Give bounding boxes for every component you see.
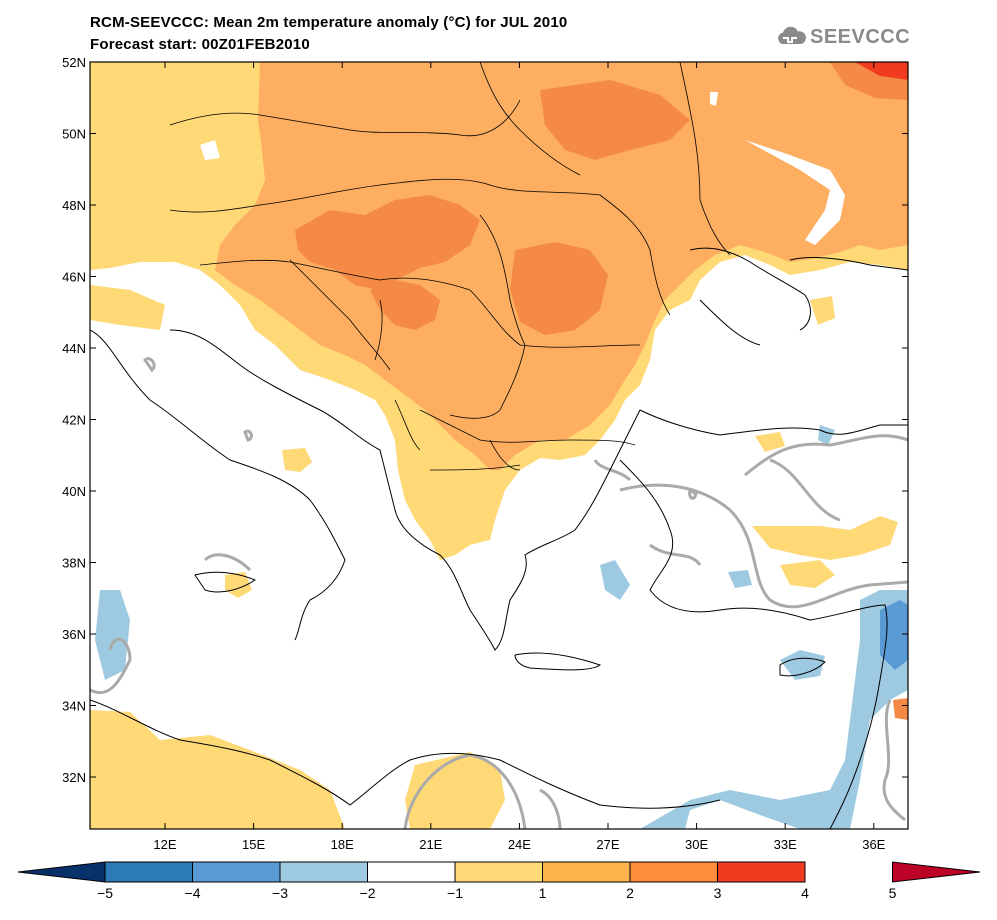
colorbar-segment	[367, 861, 456, 883]
chart-title: RCM-SEEVCCC: Mean 2m temperature anomaly…	[90, 14, 568, 31]
anomaly-3-4-levant	[893, 698, 908, 720]
colorbar-segment	[717, 861, 806, 883]
logo-text: SEEVCCC	[810, 25, 911, 48]
colorbar-label: 2	[626, 885, 634, 901]
colorbar-segment	[542, 861, 631, 883]
colorbar-label: −2	[360, 885, 376, 901]
x-tick-label: 36E	[862, 837, 885, 852]
colorbar-label: 1	[539, 885, 547, 901]
colorbar-segment	[192, 861, 281, 883]
colorbar-segment	[104, 861, 193, 883]
map-frame	[89, 61, 909, 830]
country-borders	[169, 62, 731, 471]
forecast-start-label: Forecast start: 00Z01FEB2010	[90, 36, 310, 53]
colorbar-label: −3	[272, 885, 288, 901]
white-spot-1	[200, 140, 220, 160]
colorbar-label: −4	[185, 885, 201, 901]
map-area	[90, 62, 908, 829]
anomaly-1-2-italy	[282, 448, 312, 472]
colorbar-segment	[454, 861, 543, 883]
y-tick-label: 38N	[62, 556, 86, 571]
zero-contours	[90, 357, 908, 829]
colorbar-label: 3	[714, 885, 722, 901]
y-tick-label: 44N	[62, 341, 86, 356]
x-tick-label: 24E	[508, 837, 531, 852]
x-tick-label: 33E	[774, 837, 797, 852]
anomaly-4-5-ne	[855, 62, 908, 80]
colorbar-label: −1	[447, 885, 463, 901]
colorbar-label: 5	[889, 885, 897, 901]
coastlines	[90, 247, 908, 829]
x-tick-label: 15E	[242, 837, 265, 852]
cloud-icon	[778, 26, 806, 44]
anomaly-3-4-romania	[510, 242, 608, 335]
white-spot-2	[745, 140, 845, 245]
anomaly-1-2-anatolia-1	[752, 516, 898, 560]
colorbar-label: 4	[801, 885, 809, 901]
cold-anomaly-tunisia	[95, 590, 130, 680]
anomaly-1-2-anatolia-3	[755, 432, 785, 452]
y-tick-label: 34N	[62, 699, 86, 714]
x-tick-label: 27E	[596, 837, 619, 852]
anomaly-3-4-balkans	[370, 280, 440, 330]
seevccc-logo: SEEVCCC	[776, 24, 910, 50]
anomaly-3-4-hungary	[295, 195, 480, 290]
y-tick-label: 42N	[62, 413, 86, 428]
x-tick-label: 18E	[331, 837, 354, 852]
anomaly-3-4-ukraine	[540, 80, 690, 160]
cold-anomaly-turkey-1	[728, 570, 752, 588]
white-spot-3	[710, 92, 718, 106]
y-tick-label: 48N	[62, 198, 86, 213]
anomaly-1-2-sicily	[225, 572, 252, 598]
anomaly-1-2-adriatic-coast	[90, 285, 165, 330]
cold-anomaly-turkey-2	[818, 425, 835, 445]
anomaly-1-2-libya	[90, 710, 345, 829]
y-tick-label: 32N	[62, 770, 86, 785]
colorbar-arrow-left	[17, 861, 106, 883]
x-tick-label: 12E	[153, 837, 176, 852]
x-axis: 12E 15E 18E 21E 24E 27E 30E 33E 36E	[153, 62, 886, 852]
colorbar-label: −5	[97, 885, 113, 901]
anomaly-1-2-egypt	[405, 752, 505, 829]
y-axis: 52N 50N 48N 46N 44N 42N 40N 38N 36N 34N 32N	[62, 55, 908, 785]
y-tick-label: 36N	[62, 627, 86, 642]
x-tick-label: 21E	[419, 837, 442, 852]
y-tick-label: 40N	[62, 484, 86, 499]
cold-anomaly-cyprus	[780, 650, 825, 680]
anomaly-1-2-anatolia-2	[780, 560, 835, 588]
colorbar-arrow-right	[892, 861, 981, 883]
colorbar: −5 −4 −3 −2 −1 1 2 3 4 5	[17, 861, 981, 901]
anomaly-1-2-crimea	[810, 296, 835, 325]
cold-anomaly-levant	[640, 590, 908, 829]
colorbar-segment	[279, 861, 368, 883]
y-tick-label: 46N	[62, 270, 86, 285]
y-tick-label: 50N	[62, 127, 86, 142]
colorbar-segment	[629, 861, 718, 883]
x-tick-label: 30E	[685, 837, 708, 852]
y-tick-label: 52N	[62, 55, 86, 70]
cold-anomaly-aegean	[600, 560, 630, 600]
